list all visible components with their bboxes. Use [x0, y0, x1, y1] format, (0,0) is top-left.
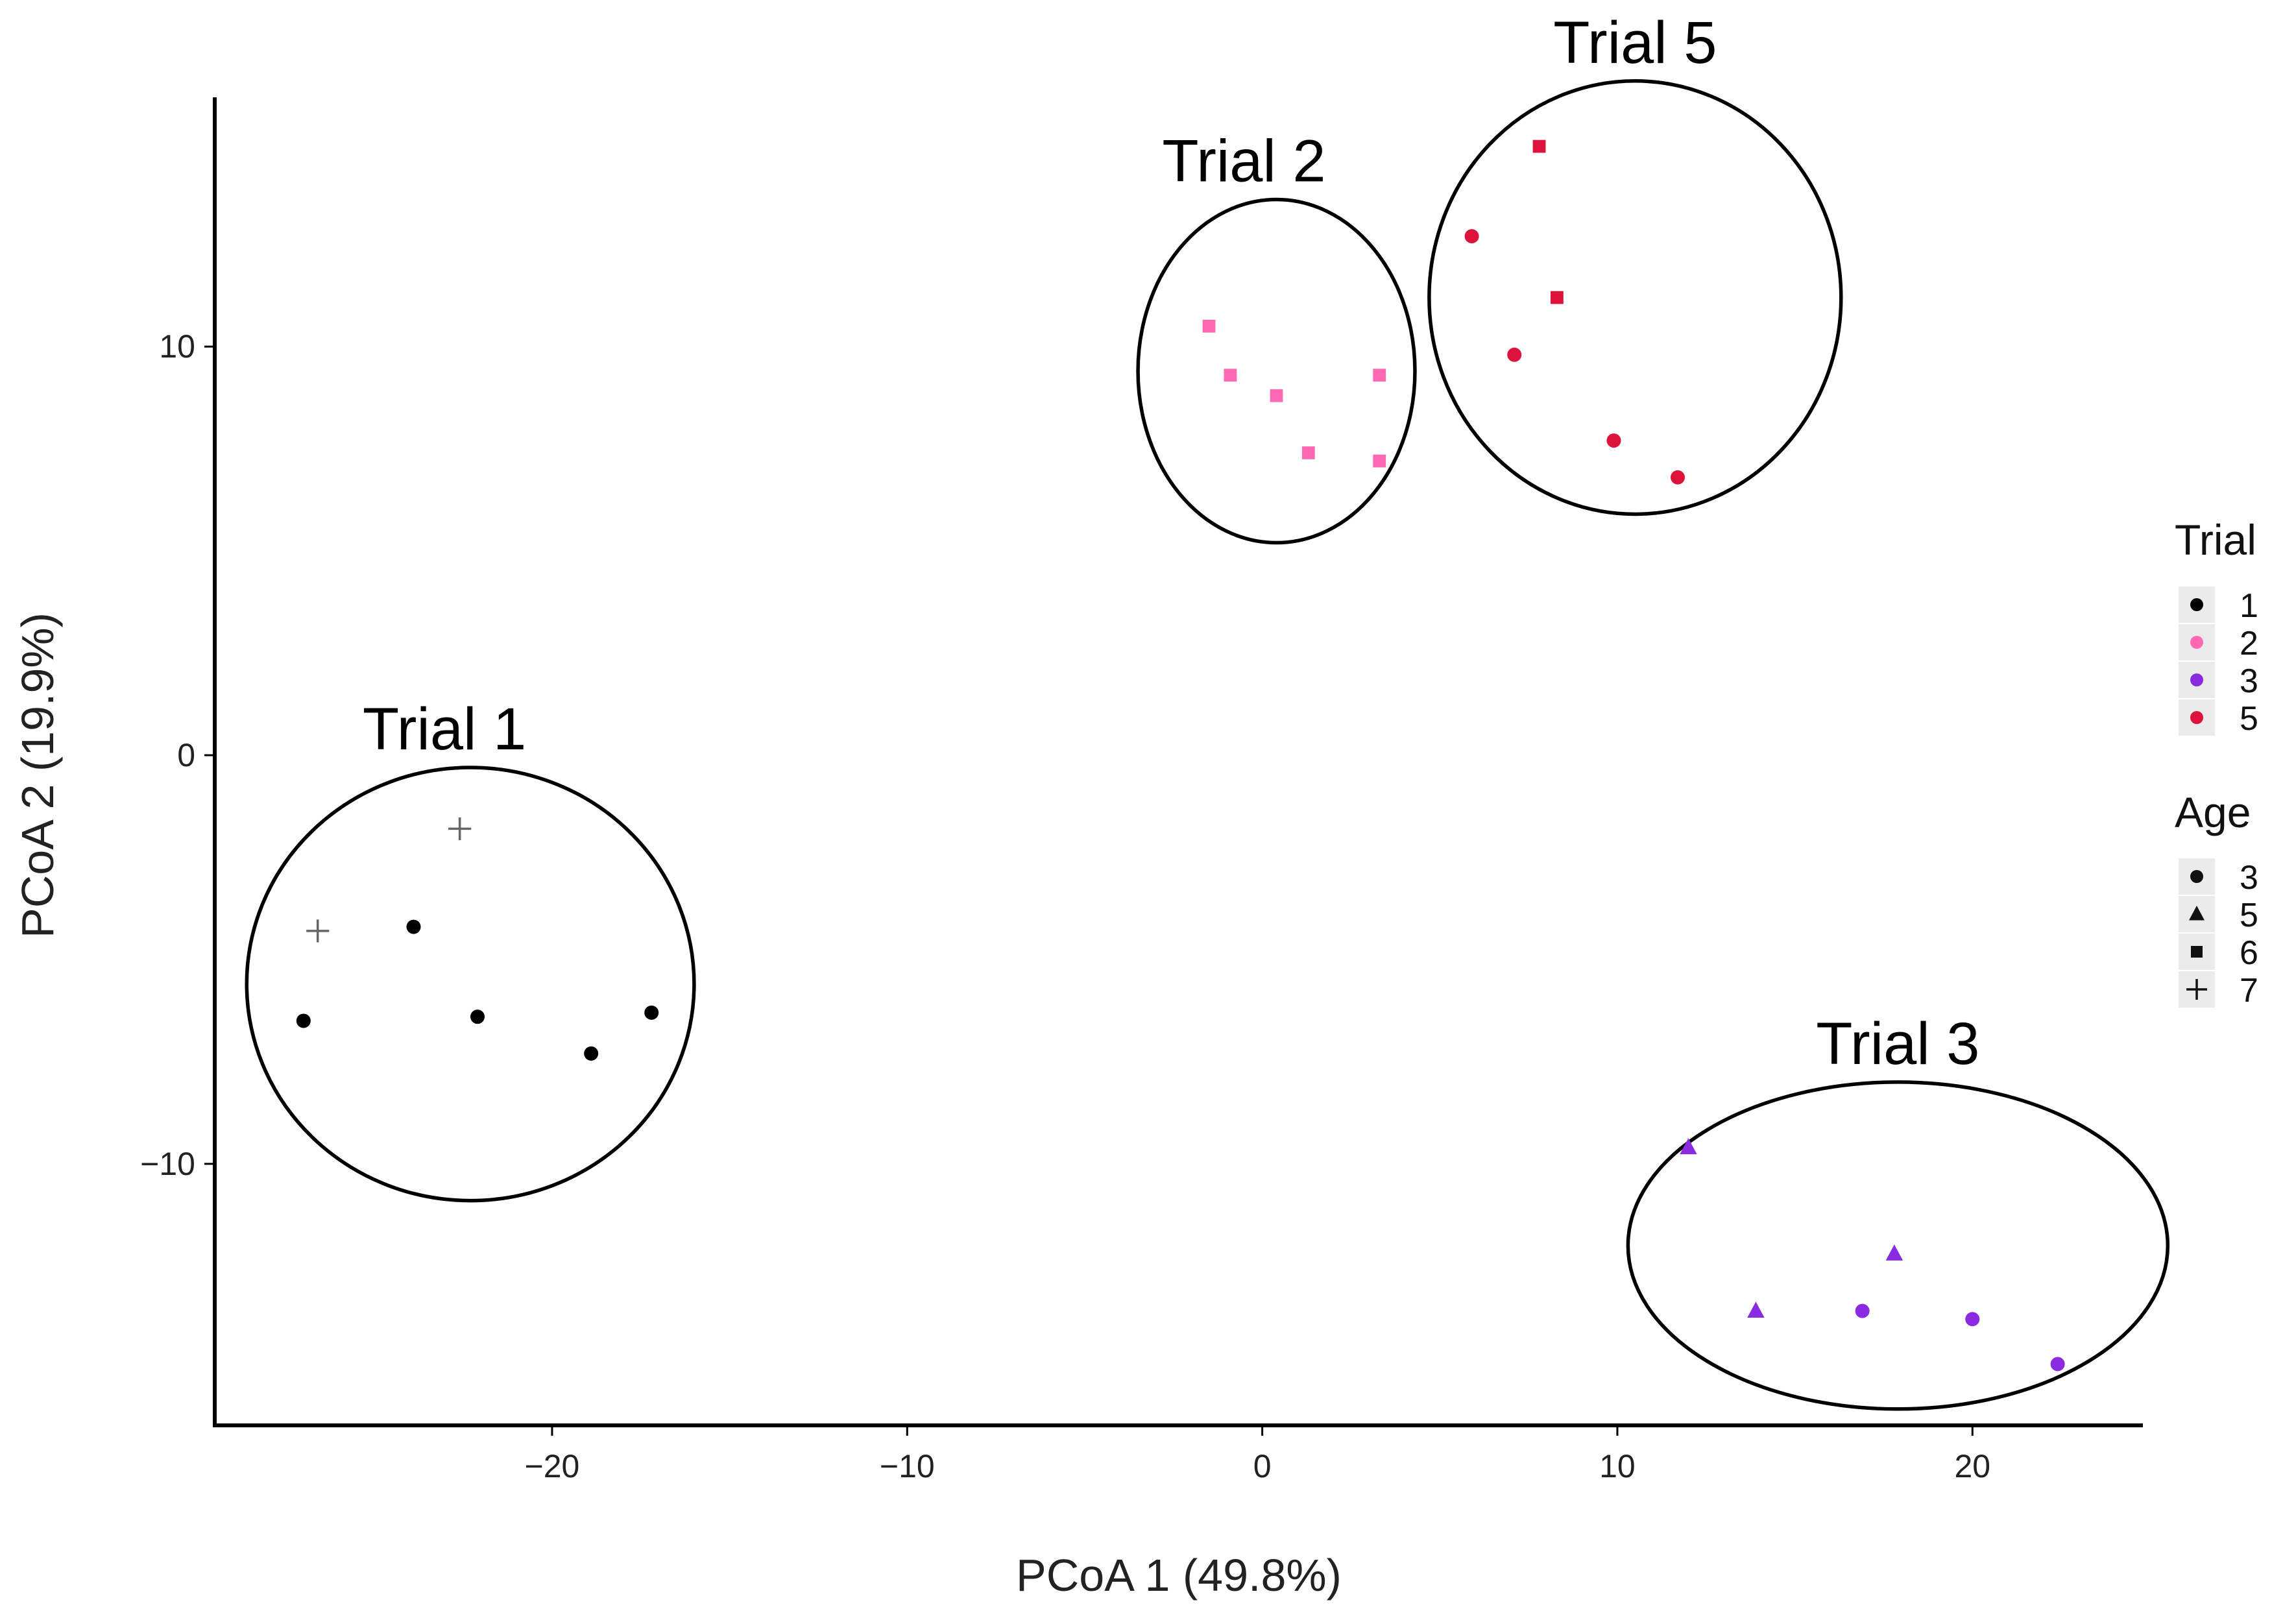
legend-key-circle — [2190, 636, 2203, 649]
x-tick-label: −10 — [880, 1448, 935, 1484]
axes: −20 −10 0 10 20 −10 0 10 — [140, 97, 2143, 1484]
legend-key-square — [2191, 946, 2203, 958]
x-tick-label: 20 — [1954, 1448, 1990, 1484]
legend-entry-label: 5 — [2240, 897, 2258, 934]
x-axis-ticks: −20 −10 0 10 20 — [525, 1425, 1990, 1484]
y-axis-title: PCoA 2 (19.9%) — [12, 612, 63, 938]
legend-entry-label: 3 — [2240, 859, 2258, 897]
cluster-ellipse — [1136, 197, 1417, 545]
legend-trial-title: Trial — [2175, 516, 2256, 564]
legend-entry-label: 5 — [2240, 700, 2258, 738]
data-point — [448, 817, 472, 841]
cluster-label: Trial 5 — [1553, 10, 1717, 76]
x-tick-label: −20 — [525, 1448, 580, 1484]
data-point — [1507, 347, 1522, 362]
y-tick-label: 10 — [159, 328, 195, 365]
data-point — [1670, 470, 1685, 485]
legend-age-title: Age — [2175, 788, 2251, 836]
data-point — [1202, 319, 1216, 333]
cluster-label: Trial 2 — [1162, 128, 1325, 194]
cluster-ellipse — [1427, 79, 1843, 516]
y-axis-ticks: −10 0 10 — [140, 328, 215, 1182]
legend-entry-label: 7 — [2240, 972, 2258, 1009]
cluster-label: Trial 1 — [363, 696, 526, 762]
data-point — [1606, 433, 1621, 448]
legend-entry-label: 6 — [2240, 934, 2258, 972]
data-point — [1270, 389, 1283, 402]
legend-entry-label: 3 — [2240, 662, 2258, 700]
data-point — [1373, 454, 1386, 468]
data-point — [1551, 291, 1564, 304]
cluster-ellipses: Trial 1 Trial 2 Trial 5 Trial 3 — [245, 10, 2170, 1411]
data-point — [406, 919, 421, 934]
data-point — [1885, 1244, 1903, 1261]
y-tick-label: −10 — [140, 1146, 195, 1182]
data-point — [2050, 1357, 2065, 1372]
data-point — [296, 1013, 311, 1028]
data-point — [584, 1046, 599, 1061]
data-point — [1373, 369, 1386, 382]
data-point — [1301, 446, 1315, 459]
data-point — [470, 1009, 485, 1024]
legend-key-triangle — [2189, 905, 2205, 921]
data-point — [644, 1005, 659, 1020]
legend-entry-label: 1 — [2240, 587, 2258, 625]
x-axis-title: PCoA 1 (49.8%) — [1016, 1550, 1342, 1601]
legend-key-cross — [2186, 979, 2207, 1000]
data-point — [1855, 1303, 1870, 1318]
legend-key-circle — [2190, 711, 2203, 724]
cluster-label: Trial 3 — [1816, 1011, 1979, 1077]
x-tick-label: 10 — [1599, 1448, 1636, 1484]
data-point — [1224, 369, 1237, 382]
legend-key-circle — [2190, 870, 2203, 883]
legend-entry-label: 2 — [2240, 625, 2258, 662]
data-point — [1680, 1138, 1697, 1155]
y-tick-label: 0 — [177, 737, 195, 773]
data-point — [1464, 229, 1479, 244]
legend-key-circle — [2190, 673, 2203, 686]
cluster-ellipse — [245, 766, 696, 1203]
data-point — [306, 919, 330, 943]
data-points — [296, 139, 2065, 1372]
x-tick-label: 0 — [1253, 1448, 1272, 1484]
data-point — [1747, 1301, 1765, 1318]
legend-key-circle — [2190, 598, 2203, 611]
data-point — [1532, 139, 1546, 153]
data-point — [1965, 1312, 1980, 1327]
cluster-ellipse — [1626, 1080, 2170, 1411]
